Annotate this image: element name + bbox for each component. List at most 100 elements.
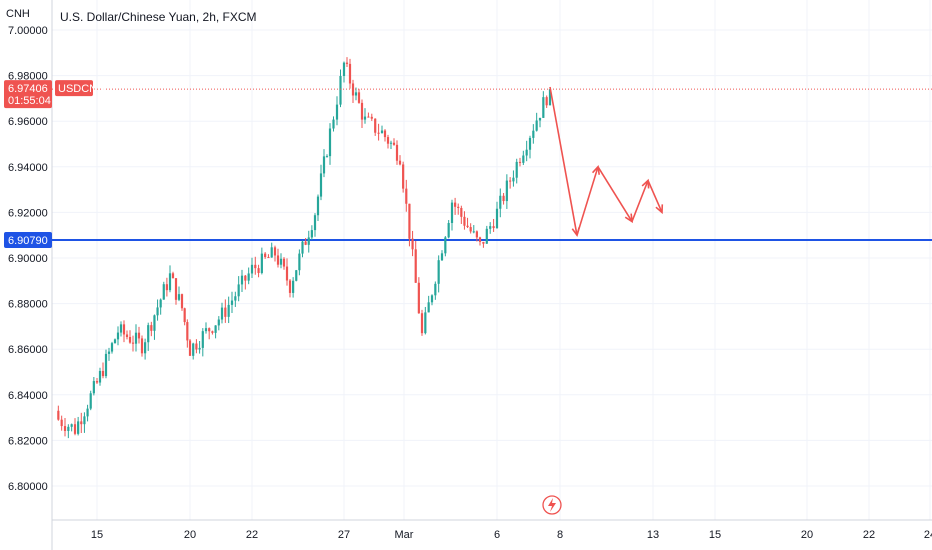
candle-body [295,270,298,281]
projection-arrow-drawing[interactable] [549,86,664,238]
candle-body [325,156,329,158]
candle-body [250,264,254,274]
y-tick-label: 6.94000 [8,162,48,174]
candle-body [466,225,469,228]
level-price-tag[interactable] [4,231,52,248]
x-tick-label: Mar [395,529,414,541]
candle-body [83,416,86,425]
candle-body [427,302,430,313]
candle-body [525,149,528,156]
candle-body [515,161,518,178]
candle-body [89,393,92,409]
candle-body [450,202,454,224]
candle-body [162,284,165,300]
candle-body [535,120,538,131]
candle-body [67,426,70,431]
candle-body [411,238,414,250]
candle-body [389,142,393,144]
candle-body [260,253,263,274]
candle-body [478,237,482,242]
candle-body [424,312,427,334]
candle-body [542,97,545,118]
candle-body [377,132,380,134]
candle-body [224,307,227,317]
x-tick-label: 8 [557,529,563,541]
candle-body [107,351,111,354]
candle-body [211,331,214,333]
candle-body [348,63,352,84]
candle-body [208,328,211,332]
projection-segment [647,180,663,213]
candle-body [60,419,63,427]
symbol-tag[interactable] [55,80,93,97]
candle-body [392,142,396,145]
candle-body [267,257,270,259]
candle-body [402,164,405,189]
chart-grid [51,0,932,550]
price-axis[interactable]: 7.00000 6.98000 6.96000 6.94000 6.92000 6.900… [8,25,48,493]
candle-body [472,231,475,233]
y-tick-label: 6.88000 [8,299,48,311]
y-tick-label: 7.00000 [8,25,48,37]
chart-title: U.S. Dollar/Chinese Yuan, 2h, FXCM [60,10,257,24]
candle-body [538,117,542,121]
candle-body [313,215,317,231]
candle-body [168,273,172,291]
candle-body [257,268,260,274]
candle-body [113,339,117,344]
candle-body [92,381,95,394]
candle-body [440,253,444,261]
candle-body [201,331,204,348]
candlestick-series [52,57,932,439]
candle-body [482,241,485,244]
symbol-label: USDCNH [58,83,105,95]
candle-body [414,249,417,283]
candle-body [408,203,411,239]
candle-body [370,116,373,119]
candle-body [489,226,492,229]
current-price-tag[interactable] [4,80,52,109]
candle-body [188,340,192,356]
candle-body [398,160,402,165]
candle-body [420,313,424,334]
time-axis[interactable]: 15 20 22 27 Mar 6 8 13 15 20 22 24 [91,529,932,541]
candle-body [437,260,440,284]
candle-body [177,294,181,300]
candle-body [380,130,384,134]
x-tick-label: 20 [801,529,813,541]
candle-body [354,92,358,96]
candle-body [322,156,326,174]
candle-body [374,118,377,133]
candle-body [434,283,437,296]
candle-body [150,325,153,331]
flash-icon[interactable] [542,495,562,515]
candle-body [165,284,168,291]
x-tick-label: 27 [338,529,350,541]
y-tick-label: 6.86000 [8,344,48,356]
candle-body [512,177,515,182]
candle-body [342,62,346,77]
candle-body [463,216,466,226]
candle-body [307,237,310,245]
candle-body [254,264,257,269]
candle-body [518,161,522,163]
candle-body [237,284,240,297]
candle-body [454,202,457,207]
candle-body [264,253,267,258]
candle-body [335,104,339,120]
candle-body [128,336,132,343]
candle-body [292,280,295,293]
candle-body [417,282,420,314]
candle-body [159,299,162,308]
candle-body [288,280,292,293]
candle-body [548,89,552,106]
candle-body [316,196,320,216]
candle-body [195,343,198,350]
candle-body [532,130,535,138]
candle-body [319,173,323,197]
x-tick-label: 20 [184,529,196,541]
projection-segment [576,166,599,236]
candle-body [186,322,189,341]
x-tick-label: 6 [494,529,500,541]
